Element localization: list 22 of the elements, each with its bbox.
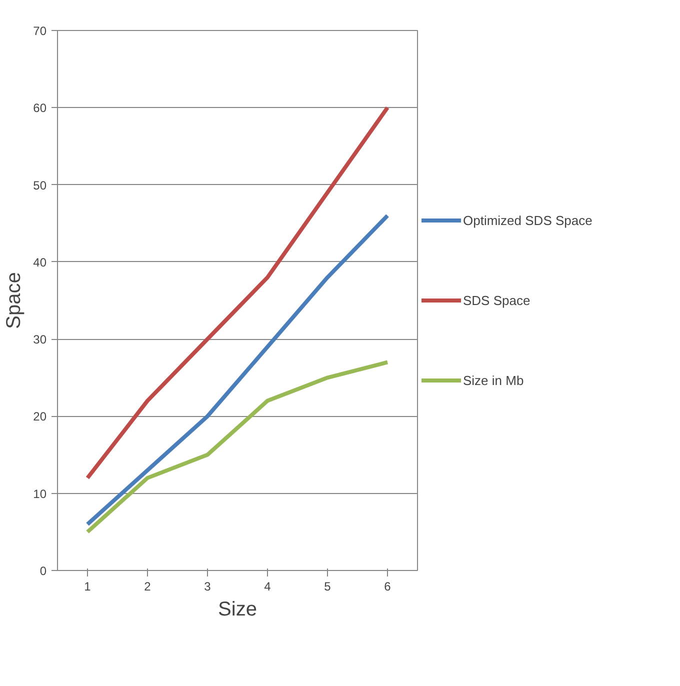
y-tick-label: 0 xyxy=(40,564,47,578)
y-tick-label: 30 xyxy=(33,332,47,347)
y-tick-label: 50 xyxy=(33,178,47,192)
x-tick-label: 1 xyxy=(84,580,92,594)
legend-label: Size in Mb xyxy=(463,372,524,388)
legend-label: Optimized SDS Space xyxy=(463,212,592,228)
y-axis-title: Space xyxy=(3,272,26,329)
y-tick-label: 40 xyxy=(33,255,47,270)
y-tick-label: 20 xyxy=(33,410,47,424)
y-tick-label: 10 xyxy=(33,486,47,501)
x-tick-label: 4 xyxy=(264,580,272,594)
line-series xyxy=(86,360,390,534)
legend-label: SDS Space xyxy=(463,292,530,308)
x-axis-title: Size xyxy=(218,598,257,620)
y-tick-label: 70 xyxy=(33,24,47,38)
line-series xyxy=(86,214,390,526)
y-tick-label: 60 xyxy=(33,101,47,116)
x-tick-label: 2 xyxy=(144,580,152,594)
x-tick-label: 6 xyxy=(384,580,392,594)
x-tick-label: 3 xyxy=(204,580,212,594)
line-series xyxy=(86,106,390,480)
x-tick-label: 5 xyxy=(324,580,332,594)
